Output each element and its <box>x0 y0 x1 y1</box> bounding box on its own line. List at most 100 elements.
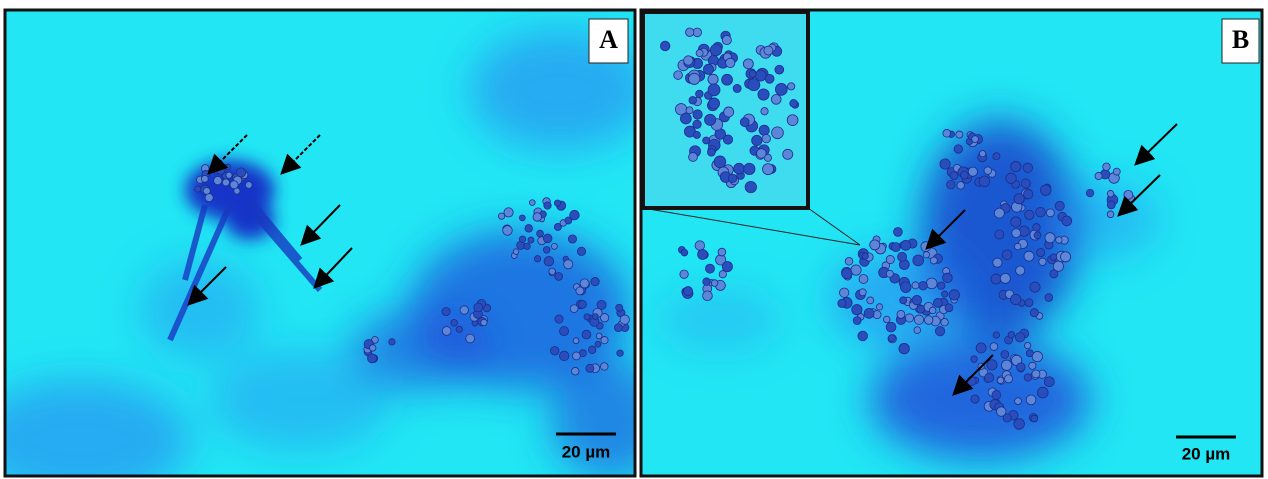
spore <box>762 134 770 142</box>
spore <box>709 98 720 109</box>
spore <box>201 175 208 182</box>
spore <box>525 225 533 233</box>
spore <box>788 83 795 90</box>
spore <box>1017 363 1026 372</box>
figure: A B 20 µm 20 µm <box>0 0 1268 479</box>
spore <box>979 176 990 187</box>
spore <box>1050 254 1057 261</box>
spore <box>758 89 769 100</box>
spore <box>595 341 601 347</box>
spore <box>954 145 962 153</box>
spore <box>897 310 905 318</box>
spore <box>205 194 213 202</box>
spore <box>537 230 544 237</box>
spore <box>893 227 902 236</box>
spore <box>993 258 1002 267</box>
spore <box>864 308 874 318</box>
spore <box>1036 207 1046 217</box>
spore <box>1006 173 1016 183</box>
spore <box>976 343 986 353</box>
spore <box>703 137 710 144</box>
spore <box>524 243 531 250</box>
spore <box>1039 258 1046 265</box>
spore <box>775 65 784 74</box>
spore <box>551 347 560 356</box>
spore <box>577 247 585 255</box>
spore <box>710 44 721 55</box>
spore <box>734 163 745 174</box>
spore <box>370 345 376 351</box>
spore <box>764 46 773 55</box>
spore <box>901 240 911 250</box>
spore <box>933 298 942 307</box>
spore <box>1004 375 1012 383</box>
spore <box>576 287 584 295</box>
spore <box>1056 237 1063 244</box>
spore <box>1029 362 1036 369</box>
spore <box>783 149 793 159</box>
spore <box>942 291 948 297</box>
spore <box>1012 229 1021 238</box>
spore <box>689 153 698 162</box>
spore <box>771 94 781 104</box>
spore <box>504 208 513 217</box>
spore <box>723 135 732 144</box>
spore <box>586 364 594 372</box>
spore <box>592 314 598 320</box>
spore <box>703 291 713 301</box>
spore <box>883 316 890 323</box>
spore <box>743 59 753 69</box>
spore <box>929 307 936 314</box>
spore <box>787 115 798 126</box>
spore <box>1024 374 1031 381</box>
spore <box>1033 224 1041 232</box>
spore <box>842 268 852 278</box>
spore <box>1032 351 1042 361</box>
spore <box>845 257 853 265</box>
spore <box>689 73 700 84</box>
spore <box>957 182 965 190</box>
spore <box>722 261 732 271</box>
spore <box>222 179 229 186</box>
spore <box>728 174 736 182</box>
spore <box>994 208 1004 218</box>
spore <box>886 270 893 277</box>
spore <box>588 346 595 353</box>
spore <box>460 306 468 314</box>
spore <box>997 377 1003 383</box>
spore <box>528 237 534 243</box>
spore <box>596 333 602 339</box>
spore <box>1037 248 1045 256</box>
spore <box>726 58 735 67</box>
spore <box>993 153 1000 160</box>
spore <box>1062 216 1072 226</box>
spore <box>1030 309 1038 317</box>
spore <box>1023 163 1032 172</box>
spore <box>571 367 579 375</box>
spore <box>555 315 563 323</box>
panel-label: A <box>599 25 618 54</box>
spore <box>763 164 774 175</box>
spore <box>214 176 222 184</box>
spore <box>1024 342 1030 348</box>
spore <box>1124 190 1133 199</box>
spore <box>956 131 963 138</box>
spore <box>686 107 693 114</box>
spore <box>997 407 1006 416</box>
spore <box>597 300 606 309</box>
spore <box>886 255 894 263</box>
spore <box>551 243 557 249</box>
spore <box>578 300 586 308</box>
spore <box>696 50 703 57</box>
spore <box>503 226 513 236</box>
spore <box>703 278 711 286</box>
spore <box>1011 161 1021 171</box>
spore <box>759 125 769 135</box>
spore <box>245 182 252 189</box>
spore <box>1015 398 1022 405</box>
spore <box>924 316 933 325</box>
spore <box>1044 377 1054 387</box>
spore <box>582 330 591 339</box>
spore <box>945 304 953 312</box>
spore <box>1026 350 1033 357</box>
